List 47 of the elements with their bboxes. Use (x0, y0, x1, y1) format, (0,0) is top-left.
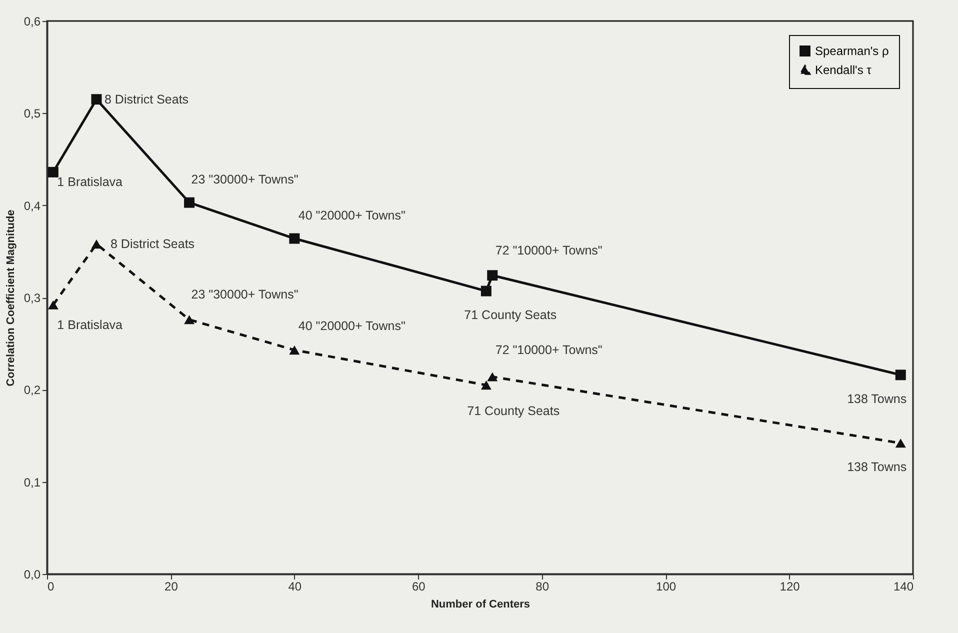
point (480, 286, 492, 296)
annotation: 40 "20000+ Towns" (298, 208, 406, 223)
x-tick-label: 20 (164, 580, 178, 594)
point (91, 94, 102, 105)
annotation: 23 "30000+ Towns" (191, 288, 298, 302)
x-tick-label: 60 (412, 580, 426, 594)
y-tick-label: 0,6 (24, 14, 41, 28)
y-tick-label: 0,2 (24, 383, 41, 398)
legend-label: Kendall's τ (815, 63, 872, 77)
point (895, 370, 906, 380)
annotation: 23 "30000+ Towns" (191, 172, 298, 187)
point (48, 300, 58, 310)
point (91, 240, 102, 249)
x-tick-label: 0 (48, 580, 54, 594)
x-tick-label: 40 (288, 580, 302, 594)
legend-label: Spearman's ρ (815, 44, 889, 58)
x-tick-label: 100 (656, 580, 676, 594)
annotation: 40 "20000+ Towns" (298, 319, 406, 334)
x-tick-label: 80 (536, 580, 550, 594)
annotation: 138 Towns (847, 392, 907, 406)
annotation: 138 Towns (847, 460, 907, 474)
point (487, 372, 498, 382)
point (184, 197, 195, 208)
point (289, 345, 300, 355)
annotation: 1 Bratislava (57, 318, 123, 332)
point (48, 166, 58, 178)
x-tick-label: 140 (893, 580, 914, 594)
annotation: 71 County Seats (467, 404, 560, 418)
y-tick-label: 0,0 (24, 568, 41, 582)
point (480, 380, 492, 390)
point (184, 315, 195, 324)
annotation: 72 "10000+ Towns" (495, 342, 602, 357)
y-tick-label: 0,5 (24, 106, 41, 121)
x-tick-label: 120 (780, 580, 800, 594)
point (289, 233, 300, 244)
y-tick-label: 0,4 (24, 198, 41, 213)
annotation: 8 District Seats (104, 92, 189, 106)
annotation: 72 "10000+ Towns" (495, 243, 602, 258)
y-tick-label: 0,1 (24, 475, 41, 490)
y-axis-title: Correlation Coefficient Magnitude (4, 210, 17, 386)
x-axis-title: Number of Centers (430, 598, 530, 610)
point (487, 270, 498, 281)
point (895, 438, 906, 448)
annotation: 1 Bratislava (57, 175, 123, 190)
annotation: 71 County Seats (464, 308, 557, 322)
annotation: 8 District Seats (110, 237, 195, 252)
y-tick-label: 0,3 (24, 291, 41, 305)
